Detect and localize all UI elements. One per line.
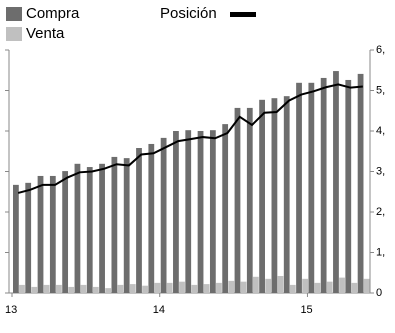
bar	[37, 175, 44, 293]
bar	[80, 284, 87, 293]
bar	[129, 284, 136, 293]
legend-swatch	[6, 27, 22, 41]
bar	[136, 148, 142, 293]
bar	[13, 184, 19, 293]
bar	[185, 130, 192, 293]
legend-swatch	[6, 7, 22, 21]
bar	[148, 143, 155, 293]
bar	[259, 99, 265, 293]
y2-tick-label: 4,	[376, 125, 385, 137]
y2-tick-label: 2,	[376, 206, 385, 218]
bar	[222, 124, 229, 294]
bar	[179, 281, 185, 293]
bar	[246, 107, 253, 293]
bar	[345, 79, 352, 293]
bar	[252, 276, 259, 293]
y2-tick-label: 1,	[376, 246, 385, 258]
bar	[289, 284, 296, 293]
bar	[357, 73, 364, 294]
bar	[99, 163, 105, 293]
bar	[111, 156, 118, 293]
y2-tick-label: 6,	[376, 44, 385, 56]
bar	[25, 182, 32, 293]
bar	[363, 278, 370, 293]
bar	[203, 284, 210, 293]
bar	[166, 282, 173, 293]
bar	[123, 158, 130, 293]
bar	[62, 171, 69, 293]
x-tick-label: 14	[153, 304, 165, 316]
bar	[351, 282, 358, 293]
legend-label: Compra	[26, 5, 80, 22]
x-tick-label: 13	[5, 304, 17, 316]
bar	[68, 286, 75, 293]
bar	[320, 77, 327, 293]
bar	[302, 278, 309, 293]
bar	[31, 286, 38, 293]
legend-label: Venta	[26, 25, 65, 42]
bar	[314, 282, 321, 293]
bar	[173, 131, 179, 293]
bar	[234, 107, 241, 293]
line	[17, 83, 363, 194]
legend-label: Posición	[160, 5, 217, 22]
bar	[228, 280, 235, 293]
bar	[160, 137, 167, 293]
bar	[19, 284, 25, 293]
bar	[117, 284, 124, 293]
bar	[142, 285, 148, 293]
bar	[326, 281, 333, 293]
bar	[49, 175, 56, 293]
bar	[240, 281, 247, 293]
bar	[265, 278, 272, 293]
bar	[271, 98, 278, 293]
bar	[296, 82, 302, 294]
bar	[105, 288, 112, 293]
bar	[191, 284, 198, 293]
bar	[216, 282, 222, 293]
y2-tick-label: 3,	[376, 165, 385, 177]
bar	[209, 130, 216, 293]
legend-swatch	[230, 12, 256, 17]
bar	[86, 167, 93, 293]
y2-tick-label: 0	[376, 287, 382, 299]
bar	[277, 275, 284, 293]
bar	[154, 282, 161, 293]
bar	[283, 96, 290, 293]
bar	[333, 71, 339, 293]
bar	[43, 284, 50, 293]
bar	[74, 163, 81, 293]
bar	[339, 277, 345, 293]
bar	[56, 284, 62, 293]
y2-tick-label: 5,	[376, 84, 385, 96]
x-tick-label: 15	[300, 304, 312, 316]
bar	[308, 82, 315, 294]
bar	[197, 131, 204, 293]
bar	[92, 286, 99, 293]
